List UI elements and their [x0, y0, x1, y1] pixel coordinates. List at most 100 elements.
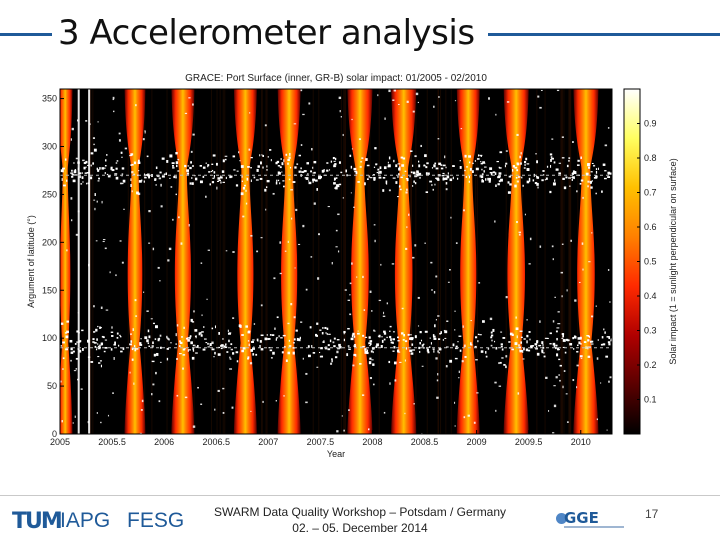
speckle-point [303, 170, 307, 173]
speckle-point [131, 347, 134, 351]
speckle-point [244, 184, 246, 187]
speckle-point [192, 344, 195, 347]
speckle-point [151, 360, 155, 363]
speckle-point [438, 348, 442, 351]
speckle-point [444, 330, 448, 334]
speckle-point [358, 138, 362, 141]
speckle-point [203, 326, 205, 328]
speckle-point [591, 162, 594, 165]
speckle-point [435, 357, 438, 360]
speckle-point [570, 239, 572, 242]
speckle-point [106, 153, 108, 156]
speckle-point [588, 336, 590, 338]
speckle-point [189, 166, 192, 170]
speckle-point [374, 239, 376, 243]
speckle-point [314, 179, 318, 182]
speckle-point [536, 345, 538, 348]
speckle-point [495, 184, 497, 187]
speckle-point [140, 338, 142, 340]
speckle-point [201, 331, 204, 333]
speckle-point [167, 259, 170, 262]
speckle-point [247, 330, 251, 332]
speckle-point [490, 172, 493, 176]
speckle-point [431, 184, 433, 187]
speckle-point [538, 344, 542, 347]
speckle-point [458, 370, 460, 374]
speckle-point [476, 392, 479, 394]
speckle-point [86, 182, 88, 185]
speckle-point [476, 158, 480, 160]
speckle-point [579, 336, 582, 340]
speckle-point [343, 332, 345, 335]
x-axis-label: Year [327, 449, 345, 459]
speckle-point [525, 348, 529, 352]
speckle-point [487, 347, 490, 350]
speckle-point [214, 408, 216, 411]
speckle-point [585, 346, 587, 349]
background-streak [437, 89, 439, 434]
speckle-point [455, 347, 458, 350]
speckle-point [586, 335, 590, 337]
speckle-point [433, 337, 437, 340]
speckle-point [498, 362, 500, 365]
speckle-point [60, 322, 64, 325]
speckle-point [229, 356, 231, 359]
speckle-point [81, 172, 83, 174]
speckle-point [589, 180, 592, 183]
speckle-point [119, 182, 123, 185]
speckle-point [192, 425, 196, 428]
speckle-point [328, 333, 331, 335]
speckle-point [564, 351, 567, 354]
speckle-point [406, 226, 408, 229]
x-tick-label: 2007.5 [307, 437, 335, 447]
speckle-point [580, 156, 582, 159]
speckle-point [75, 357, 79, 360]
speckle-point [463, 416, 466, 419]
speckle-point [449, 269, 451, 271]
speckle-point [195, 346, 199, 348]
speckle-point [245, 189, 247, 192]
speckle-point [73, 370, 77, 372]
speckle-point [549, 343, 552, 345]
speckle-point [97, 121, 99, 123]
speckle-point [417, 325, 420, 327]
speckle-point [152, 341, 154, 345]
speckle-point [511, 169, 514, 172]
speckle-point [579, 182, 582, 185]
speckle-point [373, 177, 376, 180]
speckle-point [374, 147, 377, 150]
speckle-point [389, 382, 391, 385]
speckle-point [121, 175, 123, 177]
speckle-point [373, 178, 376, 181]
speckle-point [337, 348, 340, 350]
speckle-point [184, 164, 187, 168]
speckle-point [247, 357, 249, 360]
speckle-point [188, 349, 191, 351]
speckle-point [336, 430, 339, 433]
iapg-logo: IAPG [60, 509, 111, 532]
speckle-point [202, 175, 205, 178]
speckle-point [535, 153, 537, 155]
speckle-point [345, 169, 348, 173]
speckle-point [403, 333, 405, 337]
speckle-point [242, 347, 246, 350]
background-streak [437, 89, 439, 434]
speckle-point [104, 165, 107, 167]
speckle-point [494, 340, 496, 343]
speckle-point [353, 206, 355, 208]
speckle-point [199, 180, 203, 184]
background-streak [92, 89, 94, 434]
speckle-point [280, 158, 282, 160]
speckle-point [273, 277, 276, 280]
speckle-point [519, 176, 521, 178]
speckle-point [392, 350, 395, 352]
speckle-point [359, 363, 362, 365]
speckle-point [568, 177, 572, 179]
speckle-point [384, 117, 386, 120]
speckle-point [292, 347, 296, 349]
speckle-point [97, 355, 100, 358]
speckle-point [150, 318, 153, 320]
speckle-point [292, 181, 296, 183]
speckle-point [423, 343, 425, 345]
speckle-point [200, 334, 203, 337]
